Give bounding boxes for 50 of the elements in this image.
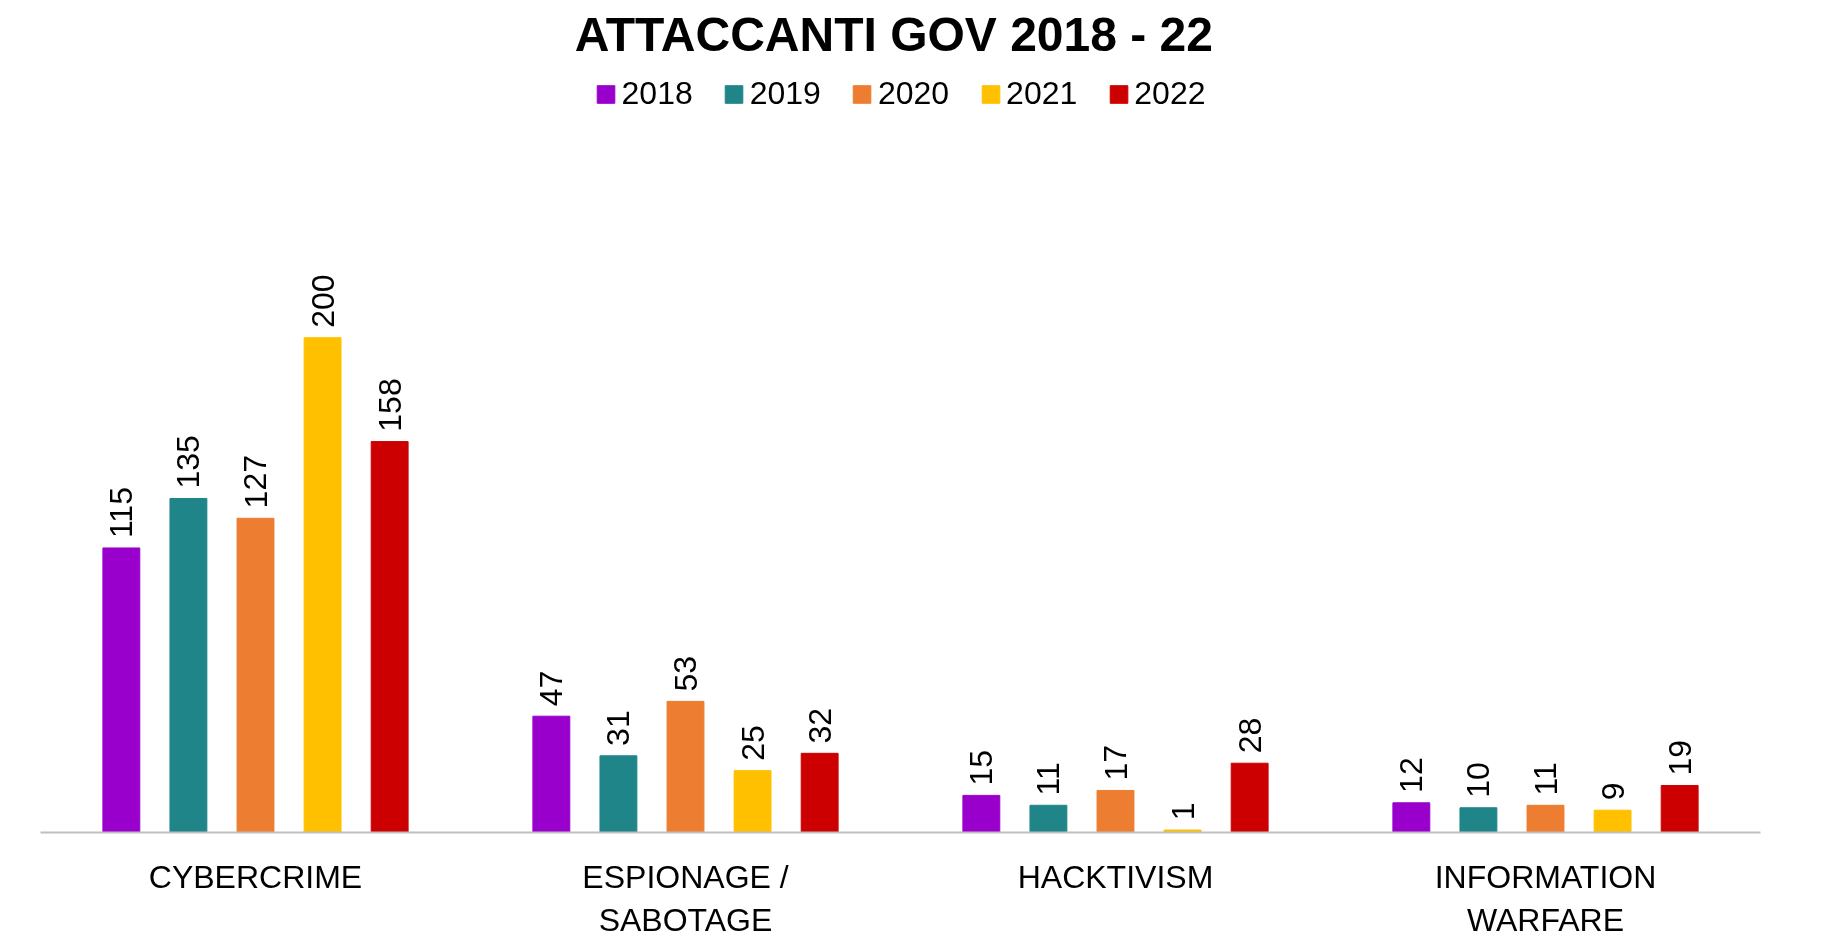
data-label: 127 xyxy=(237,454,274,509)
bar xyxy=(169,497,208,833)
bar xyxy=(1526,804,1565,833)
x-tick-label: INFORMATION WARFARE xyxy=(1434,858,1657,938)
x-tick-label: HACKTIVISM xyxy=(1017,858,1214,895)
data-label: 115 xyxy=(103,487,140,539)
data-label: 11 xyxy=(1030,762,1067,796)
data-label: 1 xyxy=(1164,802,1201,821)
legend-label: 2020 xyxy=(877,75,950,112)
bar xyxy=(666,700,705,833)
bar xyxy=(1593,809,1632,833)
data-label: 15 xyxy=(963,749,1000,786)
bar xyxy=(800,752,839,833)
data-label: 31 xyxy=(600,710,637,746)
bar xyxy=(236,517,275,833)
legend-label: 2022 xyxy=(1134,75,1206,112)
bar xyxy=(1163,829,1202,833)
bar xyxy=(102,547,141,833)
bar xyxy=(599,755,638,833)
data-label: 12 xyxy=(1393,757,1430,793)
data-label: 135 xyxy=(170,435,207,489)
data-label: 53 xyxy=(667,655,704,692)
x-tick-label: ESPIONAGE / SABOTAGE xyxy=(582,858,789,938)
data-label: 11 xyxy=(1527,762,1564,796)
data-label: 17 xyxy=(1097,744,1134,781)
data-label: 28 xyxy=(1231,717,1268,754)
data-label: 158 xyxy=(371,378,408,432)
legend-label: 2018 xyxy=(621,75,693,112)
data-label: 9 xyxy=(1594,782,1631,801)
data-label: 32 xyxy=(801,707,838,744)
data-label: 47 xyxy=(533,670,570,707)
bar xyxy=(733,770,772,833)
data-label: 19 xyxy=(1661,740,1698,776)
bar xyxy=(532,715,571,833)
bar xyxy=(1029,804,1068,833)
bar xyxy=(1392,802,1431,833)
data-label: 10 xyxy=(1460,762,1497,798)
legend-label: 2019 xyxy=(749,75,821,112)
bar xyxy=(1459,807,1498,833)
bar xyxy=(1230,762,1269,833)
data-label: 25 xyxy=(734,725,771,761)
legend-label: 2021 xyxy=(1006,75,1078,112)
bar xyxy=(962,794,1001,833)
chart-title: ATTACCANTI GOV 2018 - 22 xyxy=(574,7,1213,61)
bar xyxy=(1096,789,1135,833)
bar xyxy=(370,441,409,833)
bar xyxy=(1660,784,1699,833)
data-label: 200 xyxy=(304,274,341,328)
x-tick-label: CYBERCRIME xyxy=(148,858,363,895)
bar xyxy=(303,337,342,833)
